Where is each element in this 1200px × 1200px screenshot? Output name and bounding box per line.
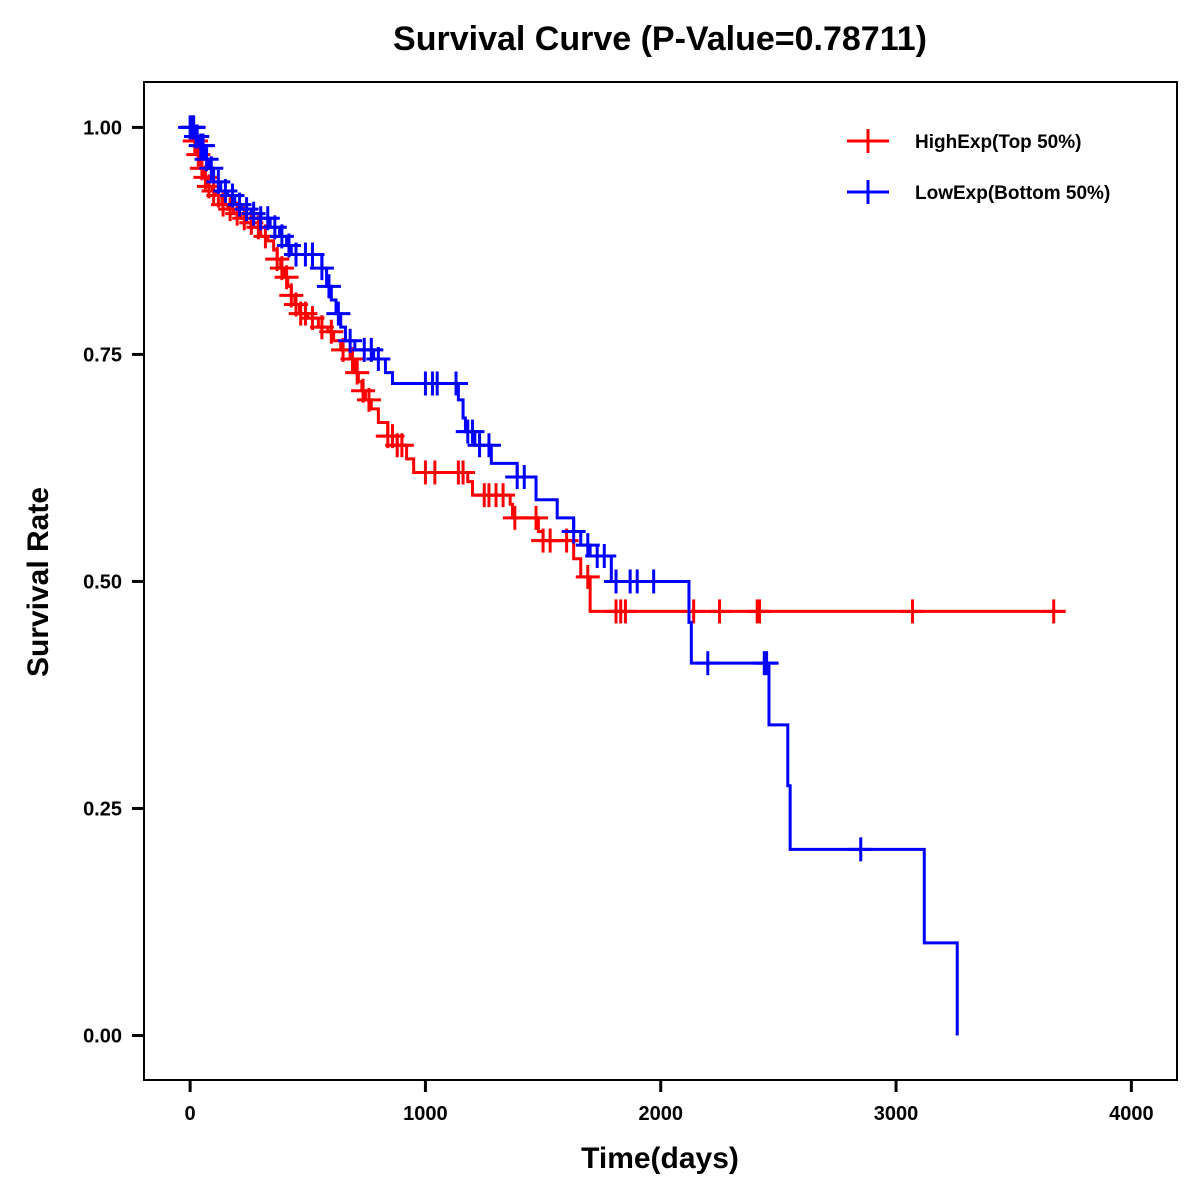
x-tick-label: 2000 bbox=[638, 1103, 683, 1125]
legend-label-high: HighExp(Top 50%) bbox=[915, 132, 1081, 153]
x-tick-label: 0 bbox=[185, 1103, 196, 1125]
legend-label-low: LowExp(Bottom 50%) bbox=[915, 183, 1110, 204]
x-tick-label: 3000 bbox=[874, 1103, 919, 1125]
x-axis: 0 1000 2000 3000 4000 bbox=[185, 1080, 1154, 1125]
y-tick-label: 0.25 bbox=[83, 798, 122, 820]
y-tick-label: 0.00 bbox=[83, 1026, 122, 1048]
legend: HighExp(Top 50%) LowExp(Bottom 50%) bbox=[847, 129, 1110, 204]
x-tick-label: 1000 bbox=[403, 1103, 448, 1125]
y-axis-title: Survival Rate bbox=[22, 487, 55, 677]
x-axis-title: Time(days) bbox=[581, 1142, 739, 1175]
y-tick-label: 0.75 bbox=[83, 344, 122, 366]
y-tick-label: 0.50 bbox=[83, 571, 122, 593]
chart-title: Survival Curve (P-Value=0.78711) bbox=[393, 20, 927, 58]
y-tick-label: 1.00 bbox=[83, 117, 122, 139]
series-low-exp bbox=[178, 115, 959, 1036]
x-tick-label: 4000 bbox=[1109, 1103, 1154, 1125]
legend-item-high[interactable]: HighExp(Top 50%) bbox=[847, 129, 1081, 153]
series-layer bbox=[178, 115, 1066, 1036]
y-axis: 0.00 0.25 0.50 0.75 1.00 bbox=[83, 117, 144, 1048]
legend-item-low[interactable]: LowExp(Bottom 50%) bbox=[847, 180, 1110, 204]
